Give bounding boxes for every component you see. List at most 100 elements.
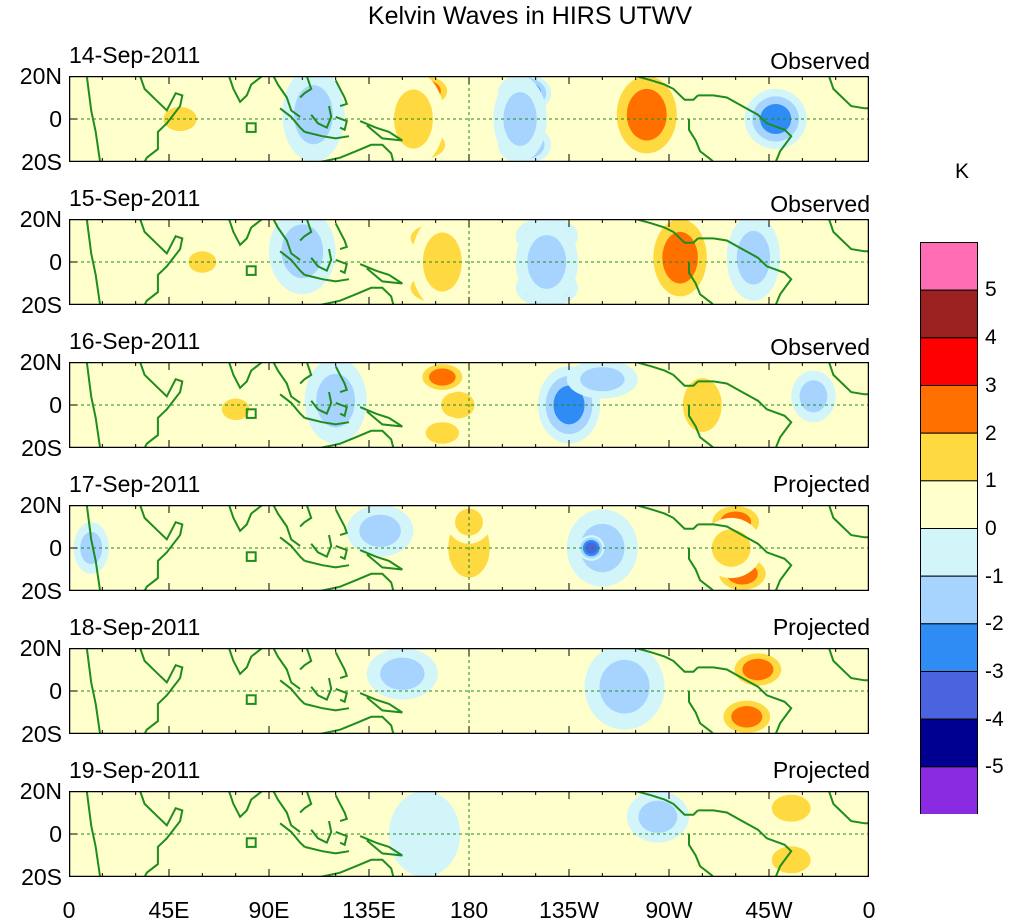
coastline <box>359 263 403 285</box>
colorbar-tick-label: 3 <box>985 374 997 397</box>
coastline <box>299 648 313 671</box>
coastline <box>85 219 102 305</box>
colorbar-swatch <box>920 242 978 291</box>
coastline <box>299 219 313 242</box>
coastline <box>228 648 263 676</box>
coastline <box>139 505 184 591</box>
lon-label: 135E <box>342 897 396 923</box>
coastline <box>139 362 184 448</box>
coastline <box>228 76 263 104</box>
coastline <box>85 362 102 448</box>
anomaly-contour <box>281 224 324 279</box>
colorbar <box>920 242 978 814</box>
coastline <box>139 76 184 162</box>
coastline <box>85 791 102 877</box>
coastline <box>688 405 715 448</box>
lon-label: 45W <box>745 897 793 923</box>
colorbar-swatch <box>920 432 978 482</box>
coastline <box>299 362 313 385</box>
lat-label-20s: 20S <box>21 292 62 318</box>
coastline <box>85 648 102 734</box>
coastline <box>319 858 395 877</box>
lat-label-20n: 20N <box>19 63 62 89</box>
coastline <box>310 248 333 272</box>
coastline <box>299 505 313 528</box>
anomaly-contour <box>221 398 250 421</box>
coastline <box>828 362 869 396</box>
map-panel-1 <box>69 76 869 162</box>
map-field <box>69 791 869 877</box>
coastline <box>334 508 349 537</box>
colorbar-tick-label: -3 <box>985 660 1004 683</box>
map-panel-5 <box>69 648 869 734</box>
coastline <box>697 666 793 734</box>
coastline <box>272 219 301 261</box>
colorbar-swatch <box>920 718 978 768</box>
coastline <box>828 76 869 110</box>
colorbar-swatch <box>920 623 978 673</box>
anomaly-contour <box>80 531 103 565</box>
colorbar-tick-label: 2 <box>985 422 997 445</box>
colorbar-swatch <box>920 480 978 529</box>
coastline <box>697 523 793 591</box>
coastline <box>688 691 715 734</box>
colorbar-swatch <box>920 671 978 720</box>
coastline <box>688 119 715 162</box>
coastline <box>272 505 301 547</box>
panel-status-label: Projected <box>772 471 870 497</box>
anomaly-contour <box>163 106 197 132</box>
lon-label: 45E <box>148 897 190 923</box>
coastline <box>304 702 350 712</box>
coastline <box>319 143 395 162</box>
lat-label-equator: 0 <box>49 821 62 847</box>
panel-date-label: 14-Sep-2011 <box>69 42 201 68</box>
lat-label-equator: 0 <box>49 535 62 561</box>
coastline <box>334 222 349 251</box>
lon-label: 135W <box>538 897 600 923</box>
coastline <box>272 791 301 833</box>
map-field <box>69 505 869 591</box>
coastline <box>828 791 869 825</box>
coastline <box>635 219 699 244</box>
lat-label-20s: 20S <box>21 435 62 461</box>
lat-label-20n: 20N <box>19 778 62 804</box>
lat-label-20s: 20S <box>21 149 62 175</box>
anomaly-contour <box>580 367 625 392</box>
region-box <box>245 122 257 133</box>
colorbar-tick-label: -4 <box>985 708 1004 731</box>
anomaly-contour <box>500 791 572 877</box>
colorbar-swatch <box>920 289 978 339</box>
anomaly-contour <box>100 82 163 135</box>
anomaly-contour <box>638 800 678 833</box>
coastline <box>334 79 349 108</box>
coastline <box>635 505 699 530</box>
anomaly-contour <box>224 219 269 247</box>
anomaly-contour <box>213 82 281 162</box>
coastline <box>697 237 793 305</box>
coastline <box>310 534 333 558</box>
anomaly-contour <box>527 235 567 289</box>
coastline <box>635 362 699 387</box>
coastline <box>319 286 395 305</box>
region-box <box>245 694 257 705</box>
coastline <box>279 679 306 705</box>
colorbar-tick-label: -1 <box>985 565 1004 588</box>
map-panel-3 <box>69 362 869 448</box>
colorbar-tick-label: -5 <box>985 755 1004 778</box>
map-field <box>69 362 869 448</box>
lon-label: 90E <box>248 897 290 923</box>
anomaly-contour <box>742 658 774 681</box>
coastline <box>85 76 102 162</box>
coastline <box>228 219 263 247</box>
coastline <box>304 845 350 855</box>
lat-label-20s: 20S <box>21 864 62 890</box>
lat-label-20n: 20N <box>19 206 62 232</box>
panel-date-label: 15-Sep-2011 <box>69 185 201 211</box>
coastline <box>335 401 348 418</box>
coastline <box>299 76 313 99</box>
lat-label-20s: 20S <box>21 721 62 747</box>
anomaly-contour <box>799 380 828 413</box>
lon-label: 90W <box>645 897 693 923</box>
coastline <box>335 830 348 847</box>
coastline <box>310 391 333 415</box>
